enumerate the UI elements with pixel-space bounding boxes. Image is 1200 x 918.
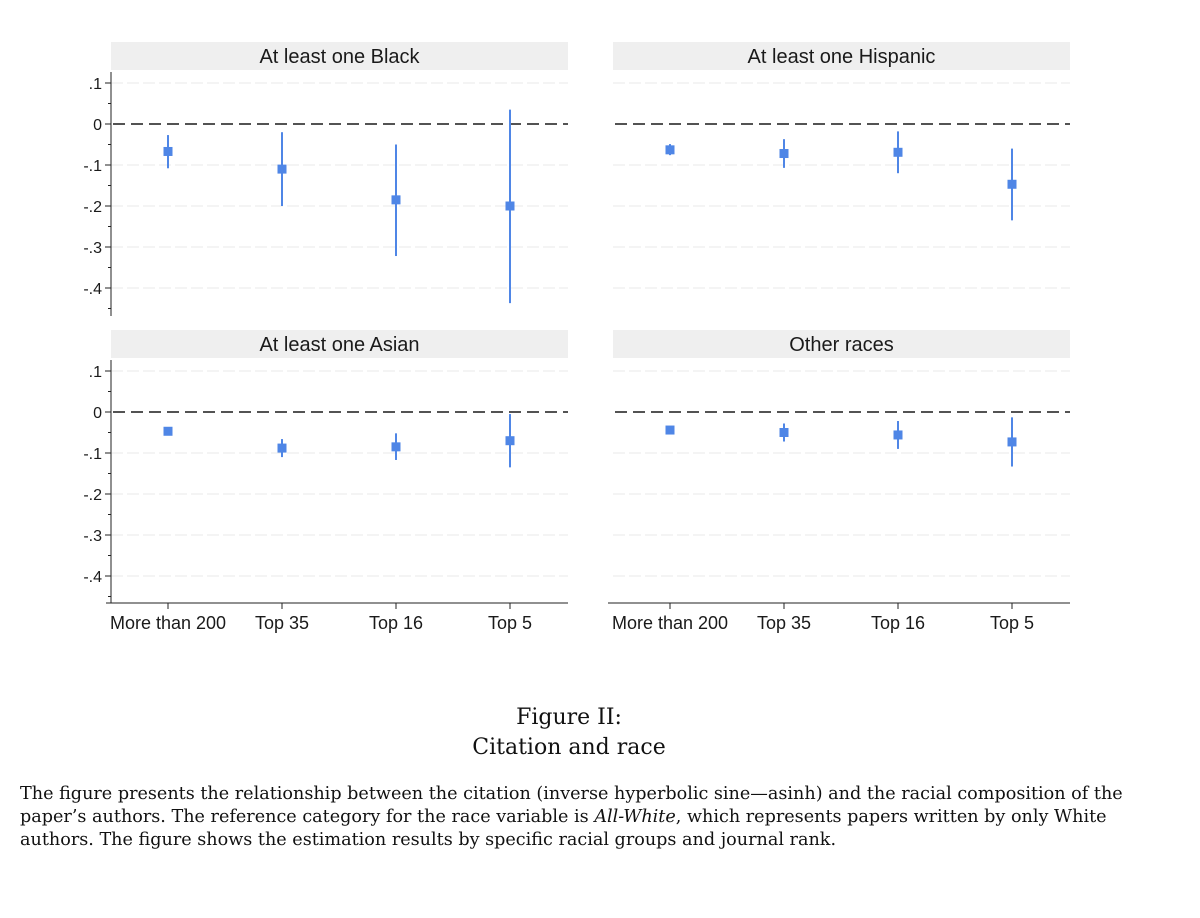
panel-2: At least one Hispanic (613, 42, 1070, 289)
point-estimate (1007, 179, 1017, 189)
y-tick-label: -.1 (83, 158, 102, 175)
figure-title: Citation and race (472, 735, 666, 760)
panel-title-strip (111, 42, 568, 70)
point-estimate (665, 145, 675, 155)
panel-3: At least one Asian .1 0 -.1 -.2 -.3 -.4 More th… (83, 330, 568, 633)
y-tick-label: 0 (93, 117, 102, 134)
y-tick-label: -.2 (83, 487, 102, 504)
coefficient-plot-figure: At least one Black.10-.1-.2-.3-.4At leas… (83, 42, 1070, 633)
panel-title-strip (111, 330, 568, 358)
figure-number: Figure II: (516, 705, 622, 730)
description-part-2: , which represents papers written by onl… (20, 807, 1107, 850)
panel-title: Other races (789, 334, 893, 356)
x-tick-label: Top 5 (488, 613, 532, 633)
panel-title: At least one Black (259, 46, 420, 68)
point-estimate (277, 164, 287, 174)
point-estimate (779, 428, 789, 437)
y-tick-label: -.2 (83, 199, 102, 216)
point-estimate (665, 425, 675, 435)
y-tick-label: 0 (93, 405, 102, 422)
y-tick-label: -.4 (83, 281, 102, 298)
point-estimate (277, 443, 287, 453)
x-tick-label: More than 200 (110, 613, 226, 633)
y-tick-label: -.3 (83, 528, 102, 545)
x-tick-label: Top 35 (255, 613, 309, 633)
panel-title-strip (613, 330, 1070, 358)
point-estimate (505, 201, 515, 211)
x-tick-label: Top 35 (757, 613, 811, 633)
panel-title-strip (613, 42, 1070, 70)
point-estimate (779, 149, 789, 159)
panel-title: At least one Hispanic (748, 46, 936, 68)
x-tick-label: Top 16 (369, 613, 423, 633)
point-estimate (505, 436, 515, 446)
y-tick-label: .1 (89, 76, 102, 93)
figure-description: The figure presents the relationship bet… (20, 783, 1140, 852)
description-part-1: The figure presents the relationship bet… (20, 784, 1123, 827)
point-estimate (391, 195, 401, 205)
x-tick-label: More than 200 (612, 613, 728, 633)
point-estimate (1007, 437, 1017, 447)
point-estimate (391, 442, 401, 452)
panel-4: Other races More than 200 Top 35 Top 16 Top … (608, 330, 1070, 633)
y-tick-label: .1 (89, 364, 102, 381)
description-emphasis: All-White (594, 807, 676, 827)
panel-1: At least one Black .1 0 -.1 -.2 -.3 -.4 (83, 42, 568, 316)
point-estimate (893, 430, 903, 440)
panel-title: At least one Asian (259, 334, 419, 356)
point-estimate (163, 146, 173, 156)
x-tick-label: Top 5 (990, 613, 1034, 633)
y-tick-label: -.3 (83, 240, 102, 257)
point-estimate (893, 147, 903, 157)
y-tick-label: -.1 (83, 446, 102, 463)
x-tick-label: Top 16 (871, 613, 925, 633)
point-estimate (163, 426, 173, 436)
y-tick-label: -.4 (83, 569, 102, 586)
